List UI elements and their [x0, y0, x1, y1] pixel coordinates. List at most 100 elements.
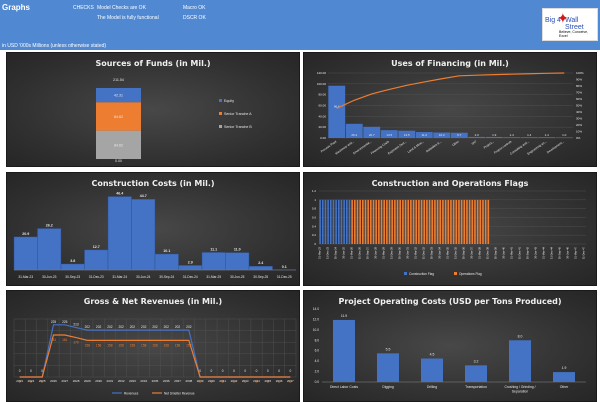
bar-label: 1.4: [527, 133, 532, 137]
bar: [380, 130, 398, 138]
operations-flag-bar: [447, 199, 450, 244]
x-tick: VAT: [471, 139, 478, 145]
company-logo: Big 4 ✦ Wall Street Believe, Conceive, E…: [542, 8, 598, 41]
legend-swatch: [219, 112, 222, 115]
x-tick: 2025: [39, 379, 46, 383]
construction-flag-bar: [319, 199, 321, 244]
data-label: 225: [62, 320, 68, 324]
data-label: 0: [41, 380, 43, 384]
x-tick: 2037: [174, 379, 181, 383]
operations-flag-bar: [471, 199, 474, 244]
bar: [398, 130, 416, 138]
bar-label: 44.7: [140, 194, 147, 198]
check-model: Model Checks are OK: [97, 5, 146, 11]
bar: [363, 126, 381, 138]
x-tick: 2036: [163, 379, 170, 383]
operations-flag-bar: [466, 199, 468, 244]
data-label: 181: [62, 338, 68, 342]
x-tick: 31-Mar-25: [206, 275, 221, 279]
operations-flag-bar: [362, 199, 364, 244]
bar: [450, 132, 468, 138]
y-tick: 1.2: [312, 189, 317, 193]
construction-flag-bar: [335, 199, 337, 244]
bar: [248, 265, 273, 271]
x-tick: 2041: [219, 379, 226, 383]
stack-segment-2: [96, 130, 141, 159]
data-label: 0: [233, 369, 235, 373]
y-tick: 12.0: [313, 317, 319, 321]
operations-flag-bar: [370, 199, 372, 244]
data-label: 0: [211, 380, 213, 384]
operations-flag-bar: [386, 199, 388, 244]
data-label: 0: [267, 380, 269, 384]
x-tick: 31-Dec-26: [357, 246, 361, 259]
flags-chart: Construction and Operations Flags 0 0.2 0.4…: [303, 172, 597, 286]
x-tick: 30-Sep-27: [365, 246, 369, 259]
x-tick: 30-Jun-34: [437, 246, 441, 258]
x-tick: 30-Sep-30: [397, 246, 401, 259]
data-label: 158: [175, 343, 181, 347]
x-tick: 31-Dec-23: [89, 275, 104, 279]
data-label: 202: [118, 325, 124, 329]
x-tick: 2035: [152, 379, 159, 383]
data-label: 0: [19, 369, 21, 373]
x-tick: 30-Sep-42: [526, 246, 530, 259]
operations-flag-bar: [388, 199, 391, 244]
x-tick: Land & Mine...: [407, 139, 425, 153]
stack-segment-0: [96, 88, 141, 103]
x-tick: 30-Sep-36: [462, 246, 466, 259]
x-tick: 31-Mar-32: [413, 246, 417, 259]
bar: [433, 132, 451, 138]
x-tick: 2023: [16, 379, 23, 383]
operations-flag-bar: [383, 199, 385, 244]
legend-label: Senior Tranche B: [224, 125, 252, 129]
data-label: 158: [96, 343, 102, 347]
operations-flag-bar: [474, 199, 476, 244]
checks-label: CHECKS: [73, 5, 94, 11]
bar-label: 3.8: [70, 259, 75, 263]
x-tick: Expenses Duri...: [387, 139, 407, 155]
bar: [225, 252, 250, 271]
x-tick: Other: [560, 385, 569, 389]
series-line: [19, 334, 291, 378]
construction-flag-bar: [332, 199, 335, 244]
bar-label: 3.2: [474, 359, 479, 363]
y2-tick: 30%: [576, 117, 582, 121]
x-tick: 31-Mar-47: [574, 246, 578, 259]
bar-label: 2.0: [475, 133, 480, 137]
x-tick: 2044: [253, 379, 260, 383]
construction-flag-bar: [327, 199, 329, 244]
chart-title: Project Operating Costs (USD per Tons Pr…: [338, 297, 561, 306]
x-tick: 2042: [231, 379, 238, 383]
x-tick: 31-Dec-38: [486, 246, 490, 259]
check-dscr: DSCR OK: [183, 15, 206, 21]
x-tick: 30-Jun-24: [136, 275, 151, 279]
x-tick: 2034: [140, 379, 147, 383]
x-tick: 31-Dec-23: [325, 246, 329, 259]
operations-flag-bar: [455, 199, 458, 244]
chart-canvas: Gross & Net Revenues (in Mil.) 0 0 0 225 225 2…: [13, 297, 297, 396]
x-tick: 2038: [185, 379, 192, 383]
construction-flag-bar: [321, 199, 324, 244]
data-label: 0: [30, 369, 32, 373]
bar-label: 10.2: [439, 133, 445, 137]
segment-label: 84.62: [114, 115, 123, 119]
legend-label: Senior Tranche A: [224, 112, 252, 116]
data-label: 0: [233, 380, 235, 384]
data-label: 202: [107, 325, 113, 329]
x-tick: 31-Mar-26: [349, 246, 353, 259]
y2-tick: 40%: [576, 110, 582, 114]
x-tick: 30-Sep-24: [159, 275, 174, 279]
x-tick: 2031: [107, 379, 114, 383]
bar: [178, 265, 203, 271]
y2-tick: 60%: [576, 97, 582, 101]
data-label: 158: [164, 343, 170, 347]
data-label: 158: [118, 343, 124, 347]
revenues-chart: Gross & Net Revenues (in Mil.) 0 0 0 225 225 2…: [6, 290, 300, 402]
legend-swatch: [454, 272, 457, 275]
x-tick: Development...: [546, 139, 565, 154]
x-tick: 30-Sep-23: [65, 275, 80, 279]
x-tick: 30-Sep-25: [253, 275, 268, 279]
logo-tagline: Believe, Conceive, Excel: [559, 30, 588, 38]
operations-flag-bar: [399, 199, 402, 244]
